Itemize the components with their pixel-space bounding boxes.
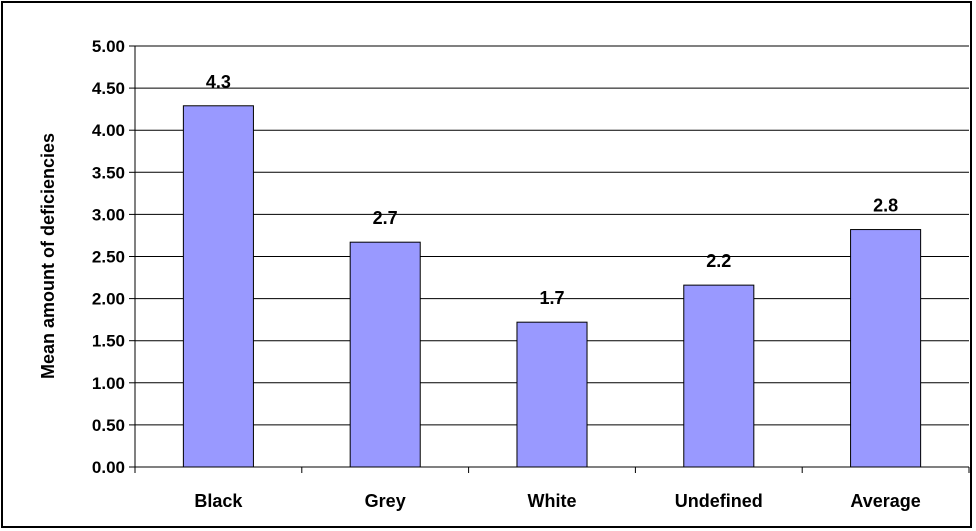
y-tick-label: 5.00 xyxy=(92,37,125,56)
y-tick-label: 0.50 xyxy=(92,416,125,435)
data-label: 2.8 xyxy=(873,196,898,216)
x-tick-label: Grey xyxy=(365,491,406,511)
x-tick-label: Undefined xyxy=(675,491,763,511)
y-tick-label: 2.50 xyxy=(92,248,125,267)
y-tick-label: 1.00 xyxy=(92,374,125,393)
axes xyxy=(129,45,970,473)
y-axis-title: Mean amount of deficiencies xyxy=(38,133,58,379)
data-label: 1.7 xyxy=(539,288,564,308)
gridlines xyxy=(135,45,969,426)
data-label: 2.2 xyxy=(706,251,731,271)
y-tick-label: 1.50 xyxy=(92,332,125,351)
bar xyxy=(516,321,588,468)
y-tick-label: 4.50 xyxy=(92,79,125,98)
y-tick-label: 0.00 xyxy=(92,458,125,477)
y-tick-label: 3.50 xyxy=(92,163,125,182)
y-tick-label: 2.00 xyxy=(92,290,125,309)
y-tick-labels: 0.00 0.50 1.00 1.50 2.00 2.50 3.00 3.50 4.00 4.50… xyxy=(92,37,125,477)
x-tick-labels: Black Grey White Undefined Average xyxy=(194,491,920,511)
x-tick-label: White xyxy=(528,491,577,511)
data-labels: 4.3 2.7 1.7 2.2 2.8 xyxy=(206,72,898,308)
bars xyxy=(182,105,922,468)
data-label: 4.3 xyxy=(206,72,231,92)
y-tick-label: 4.00 xyxy=(92,121,125,140)
x-tick-label: Average xyxy=(850,491,920,511)
bar xyxy=(850,229,922,468)
bar xyxy=(182,105,254,468)
bar-chart: 0.00 0.50 1.00 1.50 2.00 2.50 3.00 3.50 4.00 4.50… xyxy=(38,37,970,511)
bar xyxy=(349,241,421,468)
bar xyxy=(683,284,755,468)
y-tick-label: 3.00 xyxy=(92,205,125,224)
x-tick-label: Black xyxy=(194,491,243,511)
data-label: 2.7 xyxy=(373,208,398,228)
